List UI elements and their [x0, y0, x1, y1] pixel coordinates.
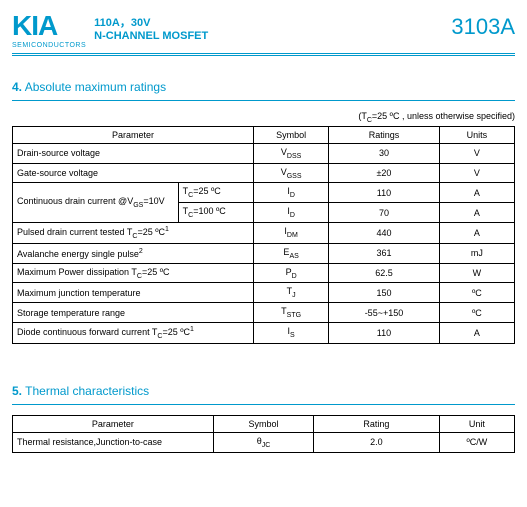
symbol-cell: ID — [253, 203, 328, 223]
param-cell: Continuous drain current @VGS=10V — [13, 183, 179, 223]
param-cell: Maximum Power dissipation TC=25 ºC — [13, 263, 254, 283]
rating-cell: 440 — [329, 222, 439, 243]
col-rating: Rating — [314, 415, 440, 432]
param-cell: Drain-source voltage — [13, 143, 254, 163]
symbol-cell: VGSS — [253, 163, 328, 183]
product-title: 110A，30V N-CHANNEL MOSFET — [94, 12, 451, 42]
param-cell: Maximum junction temperature — [13, 283, 254, 303]
cond-cell: TC=25 ºC — [178, 183, 253, 203]
section4-condition: (TC=25 ºC , unless otherwise specified) — [12, 111, 515, 124]
col-ratings: Ratings — [329, 126, 439, 143]
table-header-row: Parameter Symbol Ratings Units — [13, 126, 515, 143]
symbol-cell: ID — [253, 183, 328, 203]
col-param: Parameter — [13, 126, 254, 143]
brand-logo: KIA — [12, 12, 86, 40]
section5-num: 5. — [12, 384, 22, 398]
table-row: Continuous drain current @VGS=10V TC=25 … — [13, 183, 515, 203]
unit-cell: V — [439, 163, 514, 183]
brand-subtitle: SEMICONDUCTORS — [12, 42, 86, 49]
symbol-cell: TSTG — [253, 303, 328, 323]
unit-cell: A — [439, 222, 514, 243]
table-row: Drain-source voltage VDSS 30 V — [13, 143, 515, 163]
rating-cell: 62.5 — [329, 263, 439, 283]
rating-cell: 110 — [329, 322, 439, 343]
table-header-row: Parameter Symbol Rating Unit — [13, 415, 515, 432]
table-row: Thermal resistance,Junction-to-case θJC … — [13, 432, 515, 452]
param-cell: Thermal resistance,Junction-to-case — [13, 432, 214, 452]
header-divider — [12, 53, 515, 56]
table-row: Gate-source voltage VGSS ±20 V — [13, 163, 515, 183]
symbol-cell: TJ — [253, 283, 328, 303]
symbol-cell: IDM — [253, 222, 328, 243]
section4-title: Absolute maximum ratings — [25, 80, 166, 94]
section5-heading: 5. Thermal characteristics — [12, 384, 515, 398]
symbol-cell: EAS — [253, 243, 328, 263]
rating-cell: 2.0 — [314, 432, 440, 452]
unit-cell: A — [439, 322, 514, 343]
rating-cell: 110 — [329, 183, 439, 203]
title-line2: N-CHANNEL MOSFET — [94, 30, 451, 42]
unit-cell: ºC — [439, 283, 514, 303]
unit-cell: ºC/W — [439, 432, 514, 452]
unit-cell: A — [439, 183, 514, 203]
symbol-cell: θJC — [213, 432, 313, 452]
unit-cell: V — [439, 143, 514, 163]
table-row: Storage temperature range TSTG -55~+150 … — [13, 303, 515, 323]
unit-cell: A — [439, 203, 514, 223]
unit-cell: ºC — [439, 303, 514, 323]
col-param: Parameter — [13, 415, 214, 432]
section5-divider — [12, 404, 515, 405]
param-cell: Pulsed drain current tested TC=25 ºC1 — [13, 222, 254, 243]
param-cell: Avalanche energy single pulse2 — [13, 243, 254, 263]
symbol-cell: VDSS — [253, 143, 328, 163]
table-row: Diode continuous forward current TC=25 º… — [13, 322, 515, 343]
logo-block: KIA SEMICONDUCTORS — [12, 12, 86, 49]
unit-cell: W — [439, 263, 514, 283]
symbol-cell: IS — [253, 322, 328, 343]
page-header: KIA SEMICONDUCTORS 110A，30V N-CHANNEL MO… — [12, 12, 515, 49]
table-row: Maximum junction temperature TJ 150 ºC — [13, 283, 515, 303]
col-unit: Unit — [439, 415, 514, 432]
section4-divider — [12, 100, 515, 101]
table-row: Pulsed drain current tested TC=25 ºC1 ID… — [13, 222, 515, 243]
rating-cell: 30 — [329, 143, 439, 163]
part-number: 3103A — [451, 12, 515, 40]
table-row: Maximum Power dissipation TC=25 ºC PD 62… — [13, 263, 515, 283]
rating-cell: 361 — [329, 243, 439, 263]
rating-cell: 70 — [329, 203, 439, 223]
thermal-table: Parameter Symbol Rating Unit Thermal res… — [12, 415, 515, 453]
unit-cell: mJ — [439, 243, 514, 263]
abs-max-table: Parameter Symbol Ratings Units Drain-sou… — [12, 126, 515, 344]
rating-cell: ±20 — [329, 163, 439, 183]
section5-title: Thermal characteristics — [25, 384, 149, 398]
table-row: Avalanche energy single pulse2 EAS 361 m… — [13, 243, 515, 263]
section4-heading: 4. Absolute maximum ratings — [12, 80, 515, 94]
param-cell: Diode continuous forward current TC=25 º… — [13, 322, 254, 343]
symbol-cell: PD — [253, 263, 328, 283]
title-line1: 110A，30V — [94, 14, 451, 30]
param-cell: Storage temperature range — [13, 303, 254, 323]
cond-cell: TC=100 ºC — [178, 203, 253, 223]
col-symbol: Symbol — [213, 415, 313, 432]
param-cell: Gate-source voltage — [13, 163, 254, 183]
col-units: Units — [439, 126, 514, 143]
rating-cell: 150 — [329, 283, 439, 303]
rating-cell: -55~+150 — [329, 303, 439, 323]
col-symbol: Symbol — [253, 126, 328, 143]
section4-num: 4. — [12, 80, 22, 94]
